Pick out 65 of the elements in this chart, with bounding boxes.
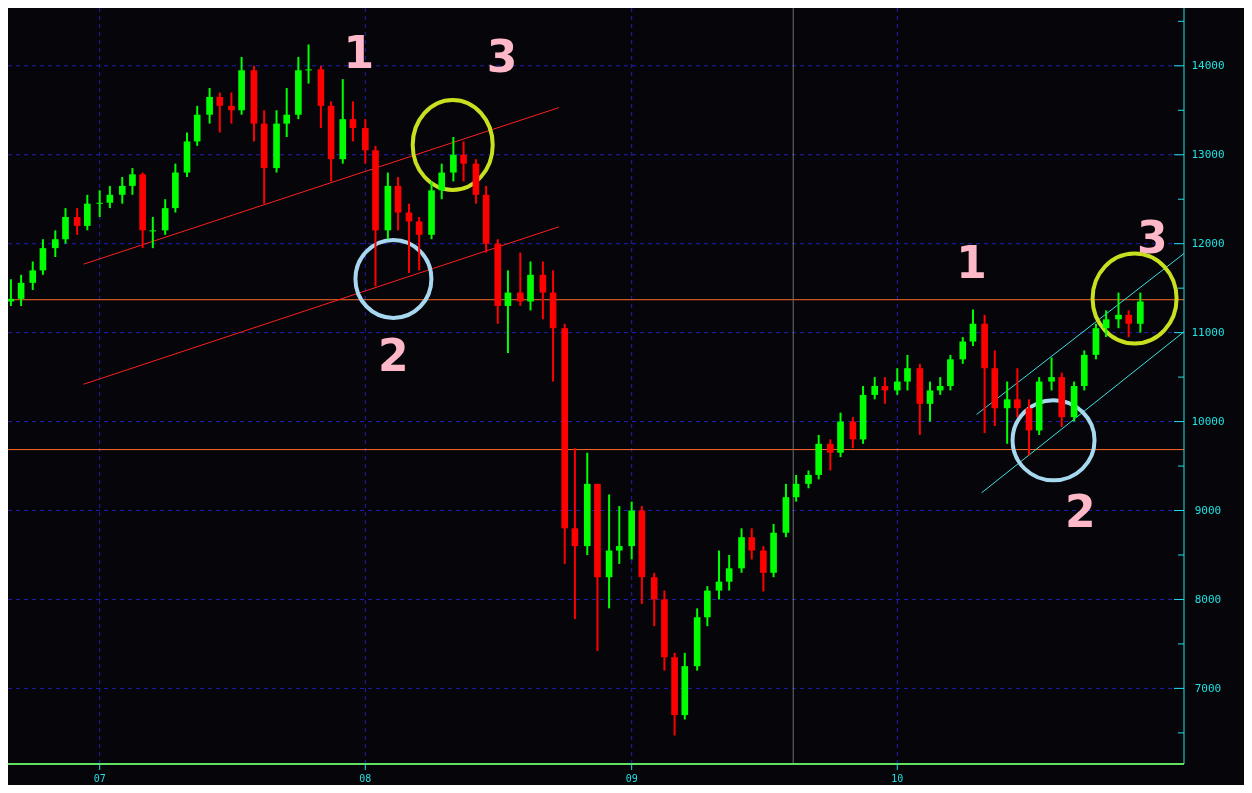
annotation: 2 bbox=[1064, 486, 1096, 538]
candlestick bbox=[62, 207, 69, 245]
candlestick bbox=[206, 87, 213, 125]
x-tick-label: 07 bbox=[93, 773, 106, 784]
candlestick bbox=[615, 505, 623, 565]
candlestick bbox=[650, 571, 658, 628]
candlestick bbox=[161, 198, 169, 236]
candlestick bbox=[96, 189, 104, 219]
candlestick bbox=[149, 216, 157, 250]
candlestick bbox=[959, 336, 967, 365]
candlestick bbox=[438, 162, 446, 201]
y-tick-label: 9000 bbox=[1194, 504, 1222, 518]
candlestick bbox=[460, 140, 467, 183]
candlestick bbox=[893, 367, 901, 396]
candlestick bbox=[84, 193, 91, 232]
candlestick bbox=[871, 376, 879, 401]
y-tick-label: 10000 bbox=[1191, 415, 1225, 429]
candlestick bbox=[760, 545, 767, 593]
candlestick bbox=[1003, 380, 1011, 445]
y-tick-label: 14000 bbox=[1191, 59, 1225, 73]
candlestick bbox=[29, 260, 37, 291]
candlestick bbox=[1102, 309, 1110, 339]
candlestick bbox=[748, 527, 756, 561]
x-tick-label: 09 bbox=[625, 773, 638, 784]
annotation: 3 bbox=[1137, 212, 1168, 264]
annotation: 1 bbox=[956, 236, 987, 288]
candlestick bbox=[361, 118, 369, 165]
candlestick bbox=[216, 91, 224, 134]
y-tick-label: 8000 bbox=[1194, 592, 1222, 606]
candlestick bbox=[926, 380, 934, 423]
candlestick bbox=[715, 549, 723, 601]
candlestick bbox=[118, 175, 126, 205]
candlestick bbox=[8, 278, 15, 307]
candlestick bbox=[51, 229, 59, 259]
y-tick-label: 13000 bbox=[1191, 148, 1225, 162]
candlestick bbox=[969, 308, 977, 347]
candlestick bbox=[1115, 291, 1122, 330]
candlestick bbox=[450, 135, 457, 183]
candlestick bbox=[305, 43, 312, 85]
candlestick bbox=[904, 353, 911, 392]
x-tick-label: 10 bbox=[891, 773, 904, 784]
candlestick bbox=[17, 273, 25, 307]
candlestick bbox=[725, 553, 733, 592]
x-tick-label: 08 bbox=[359, 773, 372, 784]
candlestick bbox=[571, 447, 579, 621]
candlestick bbox=[106, 184, 114, 210]
candlestick bbox=[349, 100, 357, 143]
annotation: 3 bbox=[486, 31, 518, 83]
annotation: 2 bbox=[378, 329, 409, 381]
candlestick bbox=[1137, 291, 1144, 334]
candlestick bbox=[1048, 356, 1055, 392]
candlestick bbox=[539, 260, 547, 321]
y-tick-label: 7000 bbox=[1194, 681, 1222, 695]
annotation: 1 bbox=[343, 26, 375, 78]
candlestick bbox=[1125, 309, 1133, 339]
candlestick bbox=[827, 438, 834, 472]
candlestick bbox=[228, 91, 235, 125]
candlestick bbox=[73, 207, 81, 236]
candlestick bbox=[129, 167, 136, 196]
candlestick bbox=[283, 87, 291, 138]
y-tick-label: 11000 bbox=[1191, 326, 1225, 340]
candlestick bbox=[517, 251, 524, 307]
candlestick bbox=[415, 216, 423, 272]
candlestick bbox=[1014, 367, 1021, 419]
y-tick-label: 12000 bbox=[1191, 237, 1225, 251]
